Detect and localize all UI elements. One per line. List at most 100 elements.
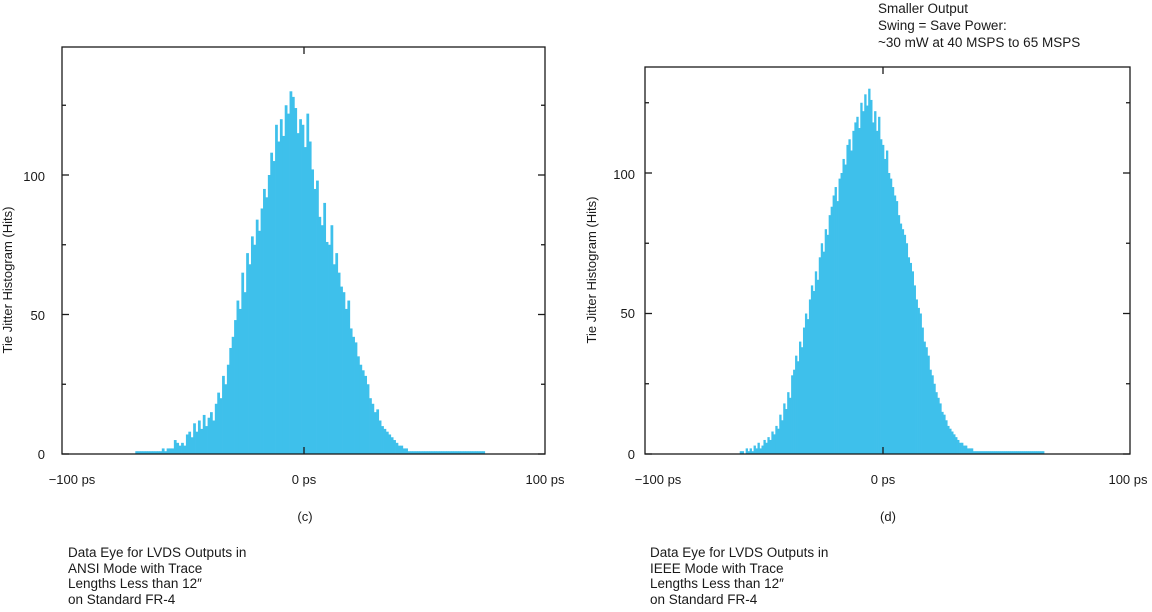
histogram-bar (783, 403, 786, 454)
histogram-bar (451, 451, 454, 454)
histogram-bar (814, 271, 818, 454)
histogram-bar (323, 202, 327, 454)
histogram-bar (899, 223, 903, 454)
y-tick-label: 0 (38, 447, 45, 462)
histogram-bar (925, 347, 928, 454)
histogram-bar (911, 271, 914, 454)
histogram-bar (1026, 451, 1029, 454)
histogram-bar (963, 445, 966, 454)
histogram-bar (816, 279, 820, 454)
histogram-bar (161, 448, 165, 454)
histogram-bar (154, 451, 158, 454)
histogram-bar (359, 364, 363, 454)
histogram-bar (870, 99, 873, 454)
histogram-bar (472, 451, 476, 454)
histogram-bar (854, 122, 857, 455)
histogram-bar (202, 414, 206, 454)
histogram-bar (957, 439, 960, 454)
histogram-bar (1028, 451, 1031, 454)
histogram-bar (787, 392, 790, 454)
histogram-bar (804, 313, 808, 454)
histogram-bar (385, 431, 389, 454)
panel-label-c: (c) (297, 509, 312, 524)
histogram-bar (931, 375, 934, 454)
histogram-bar (147, 451, 151, 454)
histogram-bar (395, 442, 399, 454)
histogram-bar (840, 173, 843, 454)
histogram-bar (156, 451, 160, 454)
histogram-bar (937, 397, 940, 454)
histogram-bar (383, 428, 387, 454)
histogram-bar (976, 451, 980, 454)
histogram-bar (243, 292, 247, 454)
histogram-bar (771, 431, 774, 454)
histogram-bar (224, 384, 228, 454)
histogram-bar (789, 397, 792, 454)
histogram-bar (299, 119, 302, 454)
histogram-bar (178, 445, 182, 454)
histogram-bar (335, 253, 339, 454)
histogram-bar (757, 442, 760, 454)
histogram-bar (234, 320, 237, 454)
histogram-bar (190, 437, 194, 454)
x-tick-label: −100 ps (635, 472, 682, 487)
histogram-bar (342, 292, 346, 454)
histogram-bar (903, 234, 907, 454)
histogram-bar (848, 139, 851, 454)
histogram-bar (325, 241, 329, 454)
histogram-bar (767, 437, 770, 454)
caption-line: on Standard FR-4 (68, 591, 176, 607)
histogram-bar (864, 94, 867, 454)
histogram-bar (212, 420, 216, 454)
histogram-bar (887, 173, 891, 454)
histogram-bar (364, 375, 368, 454)
histogram-bar (982, 451, 986, 454)
caption-line: on Standard FR-4 (650, 591, 758, 607)
histogram-bar (978, 451, 982, 454)
histogram-bar (749, 448, 752, 454)
histogram-bars-d (739, 88, 1045, 455)
histogram-bars-c (135, 91, 486, 455)
histogram-bar (824, 229, 828, 454)
histogram-bar (955, 437, 958, 454)
histogram-bar (882, 144, 885, 454)
histogram-bar (961, 442, 964, 454)
histogram-bar (986, 451, 990, 454)
histogram-bar (344, 308, 348, 454)
histogram-bar (747, 451, 750, 454)
histogram-bar (872, 122, 875, 455)
histogram-bar (205, 426, 208, 454)
histogram-bar (862, 111, 865, 455)
histogram-bar (1024, 451, 1027, 454)
y-tick-label: 100 (613, 167, 635, 182)
histogram-bar (313, 188, 317, 454)
histogram-bar (265, 197, 269, 454)
histogram-bar (984, 451, 988, 454)
histogram-bar (876, 130, 879, 454)
histogram-bar (446, 451, 449, 454)
histogram-bar (144, 451, 148, 454)
histogram-bar (947, 425, 950, 454)
histogram-bar (477, 451, 481, 454)
histogram-bar (140, 451, 143, 454)
histogram-bar (945, 420, 948, 454)
histogram-bar (388, 434, 392, 454)
histogram-bar (349, 328, 353, 454)
histogram-bar (1006, 451, 1009, 454)
histogram-bar (943, 414, 946, 454)
histogram-bar (856, 116, 859, 455)
histogram-bar (785, 409, 788, 454)
histogram-bar (868, 88, 871, 454)
histogram-bar (1020, 451, 1023, 454)
histogram-bar (895, 201, 899, 454)
histogram-bar (830, 206, 833, 454)
histogram-bar (448, 451, 452, 454)
histogram-bar (929, 369, 932, 454)
histogram-bar (393, 440, 396, 454)
histogram-bar (781, 420, 784, 454)
chart-panel-d: 100 50 0 −100 ps 0 ps 100 ps Tie Jitter … (584, 66, 1148, 524)
histogram-bar (137, 451, 141, 454)
histogram-bar (340, 286, 343, 454)
histogram-bar (431, 451, 435, 454)
histogram-bar (858, 128, 861, 455)
